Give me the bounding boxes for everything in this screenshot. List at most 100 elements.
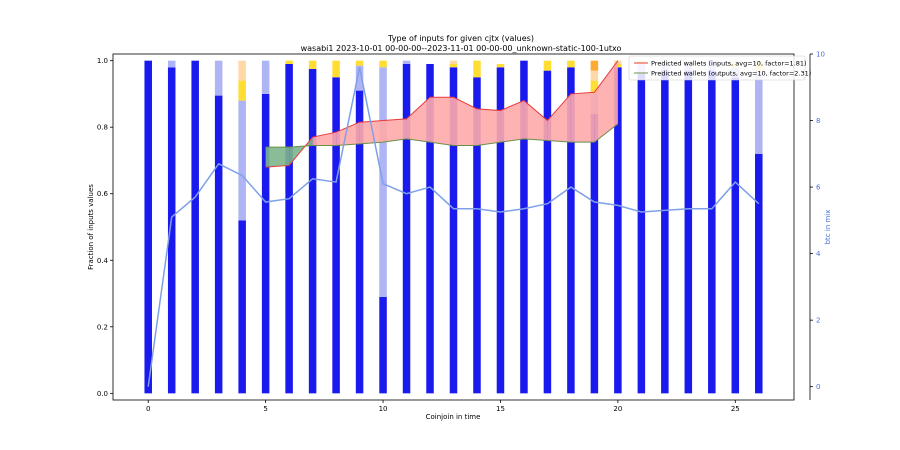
x-ticks: 0 5 10 15 20 25 xyxy=(146,400,740,413)
predicted-wallets-fill xyxy=(406,97,431,143)
x-tick-label: 10 xyxy=(379,405,388,413)
bar-segment xyxy=(567,60,575,68)
bar-segment xyxy=(308,68,317,394)
bar-segment xyxy=(261,60,270,94)
y-ticks: 0.0 0.2 0.4 0.6 0.8 1.0 xyxy=(97,57,113,398)
bar-segment xyxy=(167,67,176,394)
chart-subtitle: wasabi1 2023-10-01 00-00-00--2023-11-01 … xyxy=(301,44,622,53)
bar-segment xyxy=(355,60,364,66)
y2-tick-label: 8 xyxy=(816,117,820,125)
bar-segment xyxy=(167,60,176,68)
bar-segment xyxy=(473,77,481,394)
bar-segment xyxy=(684,70,693,394)
bar-segment xyxy=(543,70,552,394)
y2-axis-label: btc in mix xyxy=(824,210,832,245)
bar-segment xyxy=(238,220,246,394)
predicted-wallets-fills xyxy=(265,60,618,168)
bar-segment xyxy=(214,95,223,394)
predicted-wallets-inputs-line xyxy=(265,60,619,168)
predicted-wallets-fill xyxy=(312,132,337,146)
y-tick-label: 0.6 xyxy=(97,190,109,198)
bar-segment xyxy=(496,63,505,68)
btc-in-mix-line xyxy=(147,67,760,387)
bar-segment xyxy=(144,60,152,394)
plot-frame xyxy=(112,53,795,401)
legend-entry-outputs: Predicted wallets (outputs, avg=10, fact… xyxy=(651,70,811,78)
bar-segment xyxy=(473,60,481,78)
x-tick-label: 5 xyxy=(263,405,267,413)
bar-group xyxy=(144,60,763,394)
chart-title: Type of inputs for given cjtx (values) xyxy=(387,34,534,43)
predicted-wallets-fill xyxy=(547,93,571,143)
predicted-wallets-fill xyxy=(359,120,384,144)
bar-segment xyxy=(308,60,317,69)
x-tick-label: 20 xyxy=(613,405,622,413)
bar-segment xyxy=(449,63,458,68)
bar-segment xyxy=(496,67,505,394)
predicted-wallets-outputs-line xyxy=(265,123,619,148)
bar-segment xyxy=(379,296,387,394)
bar-segment xyxy=(520,60,528,394)
bar-segment xyxy=(590,80,599,94)
predicted-wallets-fill xyxy=(523,100,548,141)
bar-segment xyxy=(285,60,293,64)
legend: Predicted wallets (inputs, avg=10, facto… xyxy=(628,55,811,81)
bar-segment xyxy=(755,153,763,394)
predicted-wallets-fill xyxy=(570,92,595,143)
bar-segment xyxy=(590,60,599,71)
predicted-wallets-fill xyxy=(476,108,501,146)
bar-segment xyxy=(402,63,411,394)
bar-segment xyxy=(214,60,223,96)
y2-tick-label: 0 xyxy=(816,383,820,391)
bar-segment xyxy=(402,60,411,64)
predicted-wallets-fill xyxy=(453,97,477,146)
bar-segment xyxy=(332,60,340,78)
bar-segment xyxy=(590,113,599,394)
bar-segment xyxy=(238,100,246,221)
bar-segment xyxy=(449,60,458,64)
predicted-wallets-fill xyxy=(594,60,618,143)
bar-segment xyxy=(661,70,669,394)
bar-segment xyxy=(426,63,434,394)
bar-segment xyxy=(708,70,716,394)
bar-segment xyxy=(355,90,364,394)
y2-tick-label: 2 xyxy=(816,317,820,325)
bar-segment xyxy=(379,60,387,68)
predicted-wallets-fill xyxy=(336,122,360,146)
y-tick-label: 0.4 xyxy=(97,257,109,265)
y-tick-label: 0.8 xyxy=(97,124,108,132)
bar-segment xyxy=(543,60,552,71)
legend-box xyxy=(628,55,806,81)
bar-segment xyxy=(731,77,740,394)
x-tick-label: 15 xyxy=(496,405,505,413)
predicted-wallets-fill xyxy=(430,97,454,146)
bar-segment xyxy=(755,70,763,154)
x-tick-label: 0 xyxy=(146,405,150,413)
predicted-wallets-fill xyxy=(265,147,290,168)
y-tick-label: 0.2 xyxy=(97,323,108,331)
bar-segment xyxy=(637,73,646,394)
series-lines xyxy=(147,60,760,387)
bar-segment xyxy=(261,93,270,394)
x-tick-label: 25 xyxy=(731,405,740,413)
bar-segment xyxy=(238,80,246,101)
bar-segment xyxy=(191,60,199,394)
y-tick-label: 1.0 xyxy=(97,57,108,65)
y2-tick-label: 10 xyxy=(816,51,825,59)
bar-segment xyxy=(590,70,599,81)
bar-segment xyxy=(567,67,575,394)
legend-entry-inputs: Predicted wallets (inputs, avg=10, facto… xyxy=(651,60,807,68)
y-tick-label: 0.0 xyxy=(97,390,108,398)
predicted-wallets-fill xyxy=(383,118,407,143)
y-axis-label: Fraction of inputs values xyxy=(87,184,95,270)
x-axis-label: Coinjoin in time xyxy=(426,413,481,421)
y2-tick-label: 4 xyxy=(816,250,821,258)
y2-ticks: 0 2 4 6 8 10 xyxy=(810,51,825,391)
y2-tick-label: 6 xyxy=(816,184,821,192)
bar-segment xyxy=(355,65,364,91)
predicted-wallets-fill xyxy=(500,100,524,143)
bar-segment xyxy=(238,60,246,81)
bar-segment xyxy=(449,67,458,394)
bar-segment xyxy=(285,63,293,394)
